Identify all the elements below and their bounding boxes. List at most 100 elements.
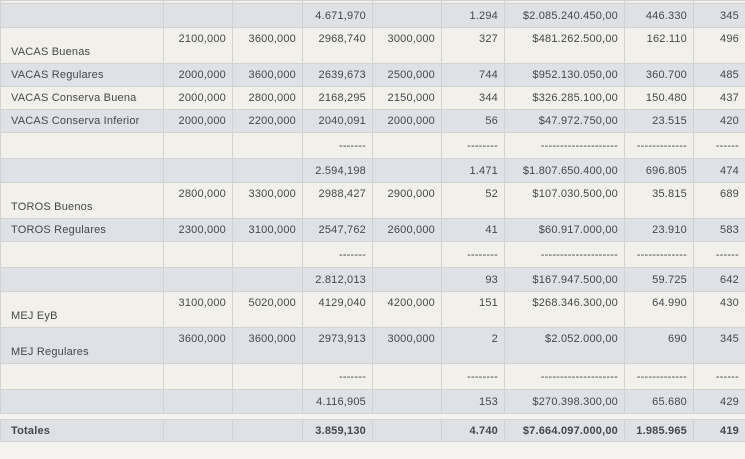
- value-cell: $2.085.240.450,00: [504, 3, 625, 28]
- value-cell: 2200,000: [232, 109, 303, 133]
- value-cell: -------------: [624, 132, 694, 159]
- empty-cell: [163, 267, 233, 292]
- dashes-row: ------- -------- -------------------- -----…: [0, 241, 745, 268]
- value-cell: 23.515: [624, 109, 694, 133]
- value-cell: 485: [693, 63, 745, 87]
- value-cell: 4200,000: [372, 291, 442, 328]
- value-cell: 642: [693, 267, 745, 292]
- table-row: TOROS Buenos 2800,000 3300,000 2988,427 2900…: [0, 182, 745, 219]
- value-cell: -------: [302, 241, 373, 268]
- value-cell: 2800,000: [232, 86, 303, 110]
- value-cell: 2600,000: [372, 218, 442, 242]
- value-cell: 360.700: [624, 63, 694, 87]
- value-cell: 2988,427: [302, 182, 373, 219]
- value-cell: 744: [441, 63, 505, 87]
- value-cell: 689: [693, 182, 745, 219]
- value-cell: $2.052.000,00: [504, 327, 625, 364]
- value-cell: 2100,000: [163, 27, 233, 64]
- empty-cell: [0, 158, 164, 183]
- value-cell: 2000,000: [163, 86, 233, 110]
- value-cell: 327: [441, 27, 505, 64]
- category-cell: TOROS Buenos: [0, 182, 164, 219]
- category-cell: VACAS Conserva Buena: [0, 86, 164, 110]
- empty-cell: [163, 363, 233, 390]
- value-cell: 23.910: [624, 218, 694, 242]
- value-cell: 2000,000: [372, 109, 442, 133]
- value-cell: 52: [441, 182, 505, 219]
- value-cell: 2800,000: [163, 182, 233, 219]
- value-cell: ------: [693, 241, 745, 268]
- value-cell: 3000,000: [372, 327, 442, 364]
- value-cell: $1.807.650.400,00: [504, 158, 625, 183]
- category-cell: VACAS Conserva Inferior: [0, 109, 164, 133]
- value-cell: 696.805: [624, 158, 694, 183]
- value-cell: 2000,000: [163, 63, 233, 87]
- empty-cell: [0, 267, 164, 292]
- value-cell: 1.985.965: [624, 419, 694, 442]
- empty-cell: [372, 132, 442, 159]
- empty-cell: [372, 363, 442, 390]
- value-cell: 2500,000: [372, 63, 442, 87]
- value-cell: 35.815: [624, 182, 694, 219]
- value-cell: -------------: [624, 363, 694, 390]
- value-cell: 2639,673: [302, 63, 373, 87]
- value-cell: 2.594,198: [302, 158, 373, 183]
- table-row: TOROS Regulares 2300,000 3100,000 2547,762 2…: [0, 218, 745, 242]
- value-cell: 4.116,905: [302, 389, 373, 414]
- table-row: MEJ Regulares 3600,000 3600,000 2973,913 300…: [0, 327, 745, 364]
- empty-cell: [232, 241, 303, 268]
- value-cell: 93: [441, 267, 505, 292]
- value-cell: 4129,040: [302, 291, 373, 328]
- category-cell: TOROS Regulares: [0, 218, 164, 242]
- value-cell: -------: [302, 363, 373, 390]
- category-cell: MEJ EyB: [0, 291, 164, 328]
- empty-cell: [372, 158, 442, 183]
- value-cell: $47.972.750,00: [504, 109, 625, 133]
- empty-cell: [372, 419, 442, 442]
- value-cell: 2973,913: [302, 327, 373, 364]
- value-cell: 2000,000: [163, 109, 233, 133]
- livestock-table: 4.671,970 1.294 $2.085.240.450,00 446.330 34…: [0, 0, 745, 414]
- value-cell: 690: [624, 327, 694, 364]
- value-cell: 345: [693, 3, 745, 28]
- value-cell: 344: [441, 86, 505, 110]
- value-cell: $270.398.300,00: [504, 389, 625, 414]
- value-cell: 1.294: [441, 3, 505, 28]
- table-row: VACAS Conserva Inferior 2000,000 2200,000 2…: [0, 109, 745, 133]
- empty-cell: [0, 389, 164, 414]
- empty-cell: [372, 389, 442, 414]
- empty-cell: [372, 241, 442, 268]
- value-cell: 1.471: [441, 158, 505, 183]
- empty-cell: [163, 419, 233, 442]
- value-cell: ------: [693, 363, 745, 390]
- dashes-row: ------- -------- -------------------- -----…: [0, 363, 745, 390]
- value-cell: 3600,000: [232, 27, 303, 64]
- value-cell: 162.110: [624, 27, 694, 64]
- empty-cell: [232, 3, 303, 28]
- value-cell: ------: [693, 132, 745, 159]
- value-cell: 3600,000: [232, 327, 303, 364]
- value-cell: --------------------: [504, 363, 625, 390]
- table-gap: [0, 414, 745, 419]
- value-cell: 56: [441, 109, 505, 133]
- totals-row: Totales 3.859,130 4.740 $7.664.097.000,00 1.…: [0, 419, 745, 442]
- value-cell: $268.346.300,00: [504, 291, 625, 328]
- livestock-report: 4.671,970 1.294 $2.085.240.450,00 446.330 34…: [0, 0, 745, 442]
- category-cell: VACAS Buenas: [0, 27, 164, 64]
- value-cell: 474: [693, 158, 745, 183]
- empty-cell: [163, 132, 233, 159]
- value-cell: 5020,000: [232, 291, 303, 328]
- value-cell: $952.130.050,00: [504, 63, 625, 87]
- value-cell: 429: [693, 389, 745, 414]
- empty-cell: [232, 363, 303, 390]
- value-cell: $107.030.500,00: [504, 182, 625, 219]
- value-cell: 150.480: [624, 86, 694, 110]
- table-row: VACAS Regulares 2000,000 3600,000 2639,673 2…: [0, 63, 745, 87]
- value-cell: 3600,000: [232, 63, 303, 87]
- empty-cell: [0, 3, 164, 28]
- value-cell: 3100,000: [232, 218, 303, 242]
- value-cell: 419: [693, 419, 745, 442]
- value-cell: 2900,000: [372, 182, 442, 219]
- value-cell: 430: [693, 291, 745, 328]
- value-cell: 2547,762: [302, 218, 373, 242]
